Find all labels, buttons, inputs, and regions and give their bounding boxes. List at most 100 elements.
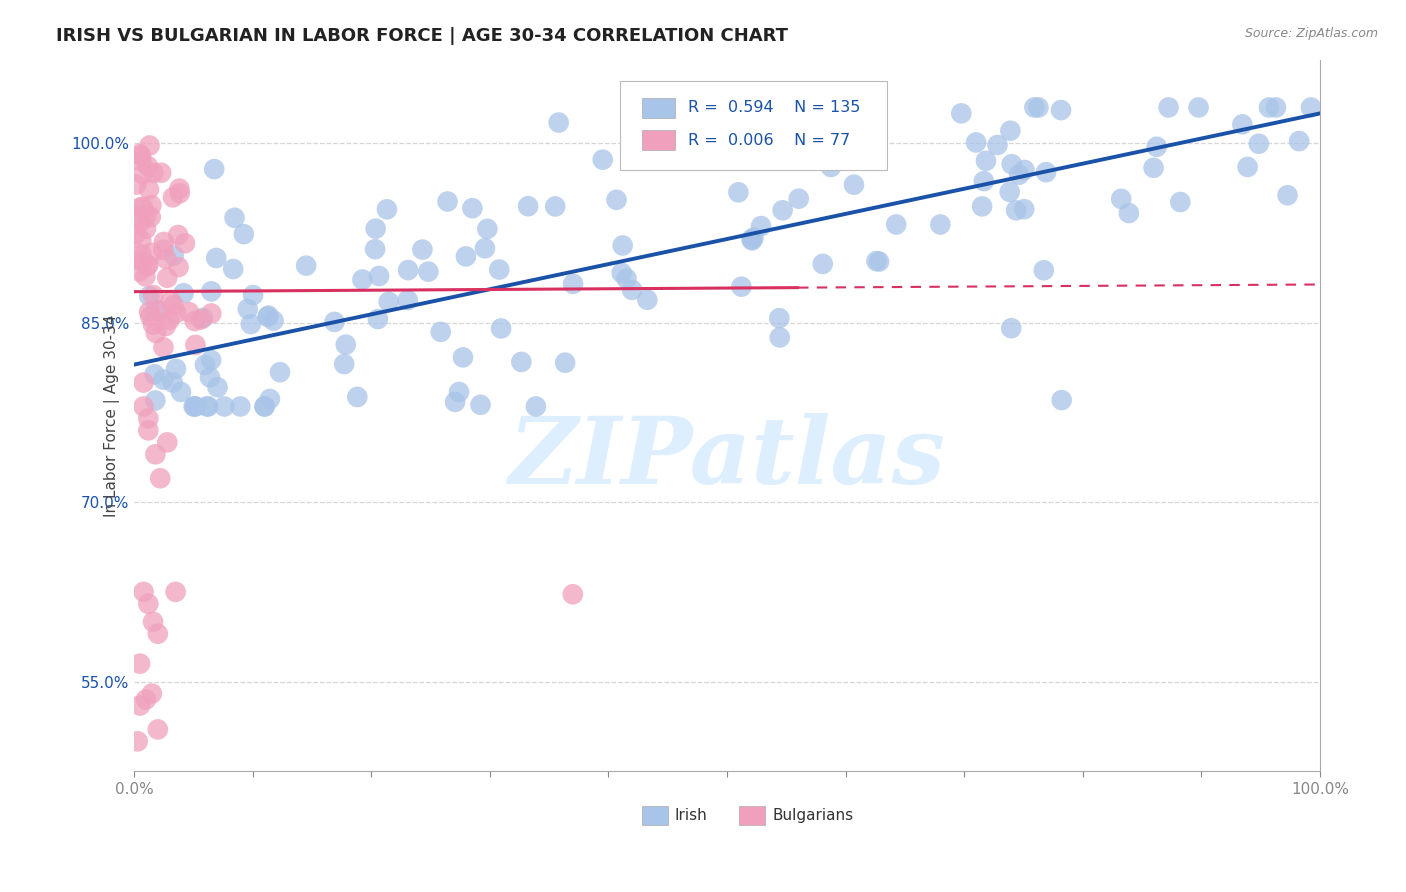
Point bbox=[169, 181, 191, 195]
Point bbox=[447, 384, 470, 399]
Point bbox=[253, 400, 276, 414]
Point bbox=[1024, 100, 1046, 114]
Point bbox=[974, 153, 997, 168]
Text: R =  0.006    N = 77: R = 0.006 N = 77 bbox=[688, 133, 851, 147]
Point bbox=[1258, 100, 1281, 114]
Point bbox=[146, 723, 169, 737]
Point bbox=[364, 221, 387, 235]
Point bbox=[200, 285, 222, 299]
Point bbox=[396, 293, 419, 307]
Y-axis label: In Labor Force | Age 30-34: In Labor Force | Age 30-34 bbox=[104, 314, 120, 516]
Point bbox=[132, 376, 155, 390]
Point bbox=[214, 400, 236, 414]
Point bbox=[136, 258, 159, 272]
Point bbox=[295, 259, 318, 273]
Point bbox=[129, 698, 152, 713]
Point bbox=[134, 269, 156, 284]
Point bbox=[142, 615, 165, 629]
Point bbox=[741, 232, 763, 246]
Point bbox=[141, 245, 163, 260]
Point bbox=[429, 325, 451, 339]
Point bbox=[768, 311, 790, 326]
Point bbox=[135, 221, 157, 235]
Point bbox=[998, 185, 1021, 199]
Point bbox=[131, 154, 153, 169]
Point bbox=[436, 194, 458, 209]
Point bbox=[142, 166, 165, 180]
Text: Irish: Irish bbox=[675, 808, 707, 823]
Point bbox=[163, 248, 186, 262]
Point bbox=[742, 230, 765, 244]
Point bbox=[132, 200, 155, 214]
Point bbox=[477, 222, 499, 236]
Point bbox=[418, 265, 440, 279]
Point bbox=[222, 262, 245, 277]
Point bbox=[610, 266, 633, 280]
Point bbox=[1277, 188, 1299, 202]
Point bbox=[145, 303, 167, 318]
Point bbox=[142, 318, 165, 332]
Point bbox=[470, 398, 492, 412]
Point bbox=[242, 288, 264, 302]
Point bbox=[562, 277, 585, 291]
Point bbox=[1232, 117, 1254, 131]
Point bbox=[741, 234, 763, 248]
Point bbox=[162, 376, 184, 390]
Point bbox=[965, 136, 987, 150]
Point bbox=[205, 251, 228, 265]
Point bbox=[139, 310, 162, 324]
Point bbox=[367, 312, 389, 326]
Point bbox=[136, 259, 159, 273]
Point bbox=[183, 400, 205, 414]
Point bbox=[136, 159, 159, 173]
Point bbox=[444, 395, 467, 409]
Point bbox=[1014, 163, 1036, 178]
Point bbox=[1146, 140, 1168, 154]
Point bbox=[159, 313, 181, 327]
Point bbox=[1236, 160, 1258, 174]
Point bbox=[125, 252, 148, 267]
Point bbox=[461, 201, 484, 215]
Point bbox=[592, 153, 614, 167]
Point bbox=[135, 208, 157, 222]
Point bbox=[259, 392, 281, 406]
Point bbox=[256, 310, 278, 324]
Point bbox=[195, 400, 218, 414]
Point bbox=[1028, 100, 1050, 114]
Point bbox=[986, 138, 1008, 153]
Point bbox=[236, 301, 259, 316]
Point bbox=[454, 249, 477, 263]
Point bbox=[811, 257, 834, 271]
Point bbox=[145, 326, 167, 340]
Point bbox=[1050, 103, 1073, 117]
Point bbox=[1001, 157, 1024, 171]
Point bbox=[129, 247, 152, 261]
Point bbox=[135, 692, 157, 706]
Point bbox=[973, 174, 995, 188]
Point bbox=[621, 283, 644, 297]
Point bbox=[160, 293, 183, 308]
Point bbox=[842, 178, 865, 192]
Point bbox=[352, 272, 374, 286]
Point bbox=[333, 357, 356, 371]
FancyBboxPatch shape bbox=[641, 98, 675, 118]
Point bbox=[129, 210, 152, 224]
Point bbox=[156, 270, 179, 285]
Point bbox=[1012, 202, 1035, 216]
Point bbox=[718, 144, 741, 158]
Point bbox=[1118, 206, 1140, 220]
Point bbox=[207, 380, 229, 394]
Point bbox=[1000, 124, 1022, 138]
Point bbox=[129, 216, 152, 230]
Text: IRISH VS BULGARIAN IN LABOR FORCE | AGE 30-34 CORRELATION CHART: IRISH VS BULGARIAN IN LABOR FORCE | AGE … bbox=[56, 27, 789, 45]
Point bbox=[524, 400, 547, 414]
FancyBboxPatch shape bbox=[641, 806, 668, 825]
Point bbox=[561, 587, 583, 601]
Point bbox=[155, 319, 177, 334]
Point bbox=[138, 138, 160, 153]
Point bbox=[488, 262, 510, 277]
Point bbox=[128, 147, 150, 161]
Point bbox=[1050, 393, 1073, 408]
Text: Bulgarians: Bulgarians bbox=[772, 808, 853, 823]
Point bbox=[143, 393, 166, 408]
